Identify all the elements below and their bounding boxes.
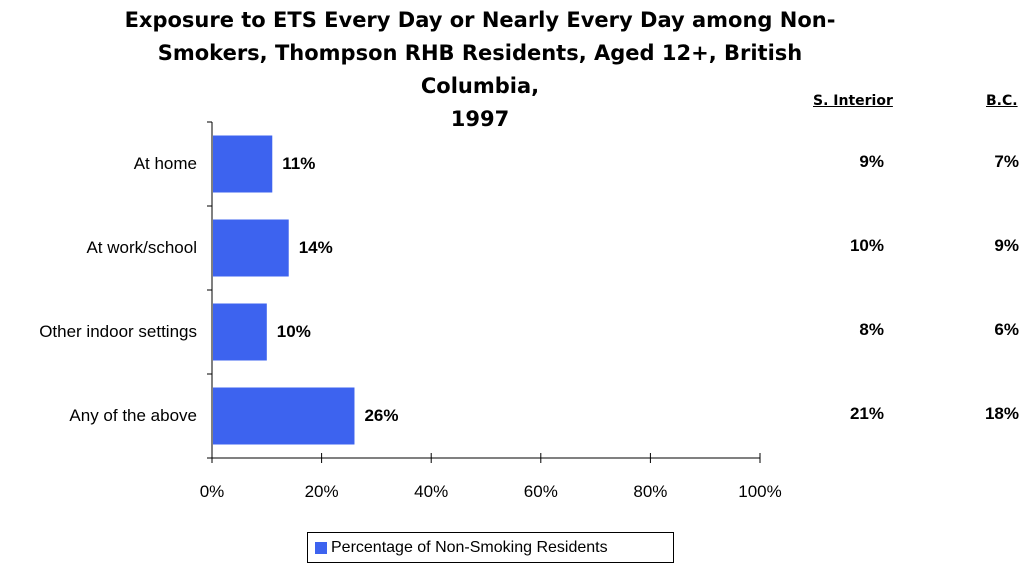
chart-title-line-1: Exposure to ETS Every Day or Nearly Ever… (124, 8, 836, 32)
bar-value-label: 10% (276, 322, 311, 341)
chart-title: Exposure to ETS Every Day or Nearly Ever… (100, 4, 860, 136)
category-label: At work/school (86, 238, 197, 257)
legend: Percentage of Non-Smoking Residents (307, 532, 674, 563)
bar (213, 219, 289, 277)
category-label: Other indoor settings (39, 322, 197, 341)
x-tick-label: 60% (523, 482, 558, 501)
category-label: At home (133, 154, 197, 173)
s-interior-column-header: S. Interior (813, 93, 893, 109)
s-interior-value: 8% (859, 320, 884, 339)
category-label: Any of the above (69, 406, 197, 425)
bc-column-header: B.C. (986, 93, 1018, 109)
x-tick-label: 0% (199, 482, 225, 501)
x-tick-label: 80% (633, 482, 668, 501)
bar (213, 135, 273, 193)
bar-value-label: 26% (364, 406, 399, 425)
bc-value: 7% (994, 152, 1019, 171)
bc-value: 9% (994, 236, 1019, 255)
bar (213, 303, 267, 361)
x-tick-label: 100% (738, 482, 782, 501)
legend-label: Percentage of Non-Smoking Residents (331, 538, 608, 556)
x-tick-label: 40% (414, 482, 449, 501)
bc-value: 18% (984, 404, 1019, 423)
s-interior-value: 10% (849, 236, 884, 255)
s-interior-value: 9% (859, 152, 884, 171)
bar-value-label: 11% (282, 154, 316, 173)
legend-swatch (315, 541, 327, 554)
chart-title-line-2: Smokers, Thompson RHB Residents, Aged 12… (157, 41, 803, 98)
s-interior-value: 21% (849, 404, 884, 423)
chart-title-line-3: 1997 (450, 107, 510, 131)
bar-value-label: 14% (298, 238, 333, 257)
x-tick-label: 20% (304, 482, 339, 501)
bar (213, 387, 355, 445)
bc-value: 6% (994, 320, 1019, 339)
